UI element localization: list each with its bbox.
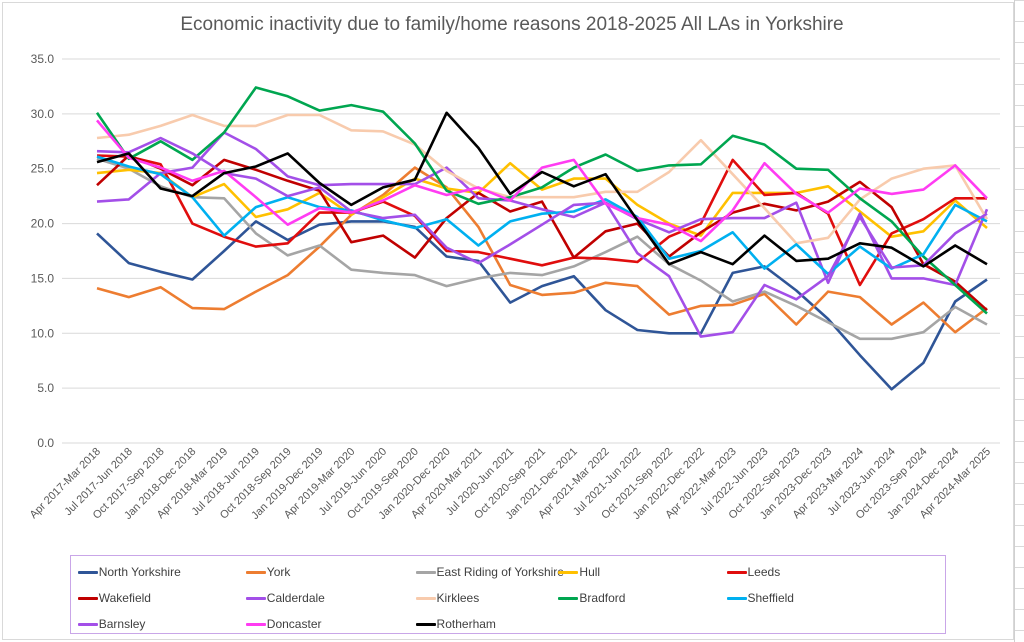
legend-swatch xyxy=(415,622,436,626)
chart-title: Economic inactivity due to family/home r… xyxy=(180,14,844,35)
y-tick-label: 20.0 xyxy=(31,217,55,231)
legend-label: York xyxy=(266,565,291,579)
series-line-rotherham[interactable] xyxy=(96,111,988,268)
y-tick-label: 10.0 xyxy=(31,326,55,340)
legend-item-doncaster[interactable]: Doncaster xyxy=(245,616,322,632)
legend-item-kirklees[interactable]: Kirklees xyxy=(415,590,480,606)
series-line-east-riding-of-yorkshire[interactable] xyxy=(96,157,988,341)
y-tick-label: 30.0 xyxy=(31,107,55,121)
legend-label: North Yorkshire xyxy=(98,565,181,579)
legend-label: Leeds xyxy=(747,565,781,579)
legend-item-rotherham[interactable]: Rotherham xyxy=(415,616,496,632)
chart-legend[interactable]: North Yorkshire York East Riding of Yorksh… xyxy=(70,555,946,634)
legend-swatch xyxy=(77,622,98,626)
legend-label: Rotherham xyxy=(436,617,496,631)
legend-label: East Riding of Yorkshire xyxy=(436,565,564,579)
legend-swatch xyxy=(415,570,436,574)
series-line-leeds[interactable] xyxy=(96,154,987,287)
series-line-doncaster[interactable] xyxy=(96,119,988,243)
legend-item-york[interactable]: York xyxy=(245,564,291,580)
y-tick-label: 15.0 xyxy=(31,271,55,285)
legend-label: Barnsley xyxy=(98,617,146,631)
gridlines xyxy=(62,58,1000,444)
legend-item-east-riding-of-yorkshire[interactable]: East Riding of Yorkshire xyxy=(415,564,564,580)
series-line-sheffield[interactable] xyxy=(96,155,988,276)
y-tick-label: 5.0 xyxy=(37,381,54,395)
legend-label: Doncaster xyxy=(266,617,322,631)
legend-label: Hull xyxy=(579,565,601,579)
series-line-wakefield[interactable] xyxy=(96,154,988,312)
legend-swatch xyxy=(726,596,747,600)
y-axis-tick-labels: 0.0 5.0 10.0 15.0 20.0 25.0 30.0 35.0 xyxy=(31,52,55,450)
legend-swatch xyxy=(558,596,579,600)
legend-swatch xyxy=(558,570,579,574)
legend-swatch xyxy=(245,596,266,600)
legend-item-bradford[interactable]: Bradford xyxy=(558,590,625,606)
y-tick-label: 35.0 xyxy=(31,52,55,66)
series-line-kirklees[interactable] xyxy=(96,113,989,245)
legend-item-leeds[interactable]: Leeds xyxy=(726,564,781,580)
legend-item-calderdale[interactable]: Calderdale xyxy=(245,590,325,606)
legend-label: Bradford xyxy=(579,591,626,605)
legend-swatch xyxy=(726,570,747,574)
series-line-bradford[interactable] xyxy=(95,86,988,315)
legend-item-wakefield[interactable]: Wakefield xyxy=(77,590,151,606)
legend-label: Calderdale xyxy=(266,591,325,605)
legend-item-north-yorkshire[interactable]: North Yorkshire xyxy=(77,564,181,580)
legend-swatch xyxy=(77,570,98,574)
series-lines xyxy=(95,86,989,391)
legend-label: Sheffield xyxy=(747,591,794,605)
legend-swatch xyxy=(77,596,98,600)
legend-item-hull[interactable]: Hull xyxy=(558,564,600,580)
y-tick-label: 25.0 xyxy=(31,162,55,176)
legend-label: Wakefield xyxy=(98,591,151,605)
spreadsheet-grid-background xyxy=(1014,0,1024,642)
legend-swatch xyxy=(245,570,266,574)
legend-swatch xyxy=(245,622,266,626)
y-tick-label: 0.0 xyxy=(37,436,54,450)
legend-item-sheffield[interactable]: Sheffield xyxy=(726,590,794,606)
series-line-york[interactable] xyxy=(96,166,988,334)
series-line-barnsley[interactable] xyxy=(96,136,988,338)
legend-swatch xyxy=(415,596,436,600)
series-line-calderdale[interactable] xyxy=(96,131,989,287)
legend-item-barnsley[interactable]: Barnsley xyxy=(77,616,146,632)
series-line-north-yorkshire[interactable] xyxy=(96,220,988,391)
legend-label: Kirklees xyxy=(436,591,480,605)
